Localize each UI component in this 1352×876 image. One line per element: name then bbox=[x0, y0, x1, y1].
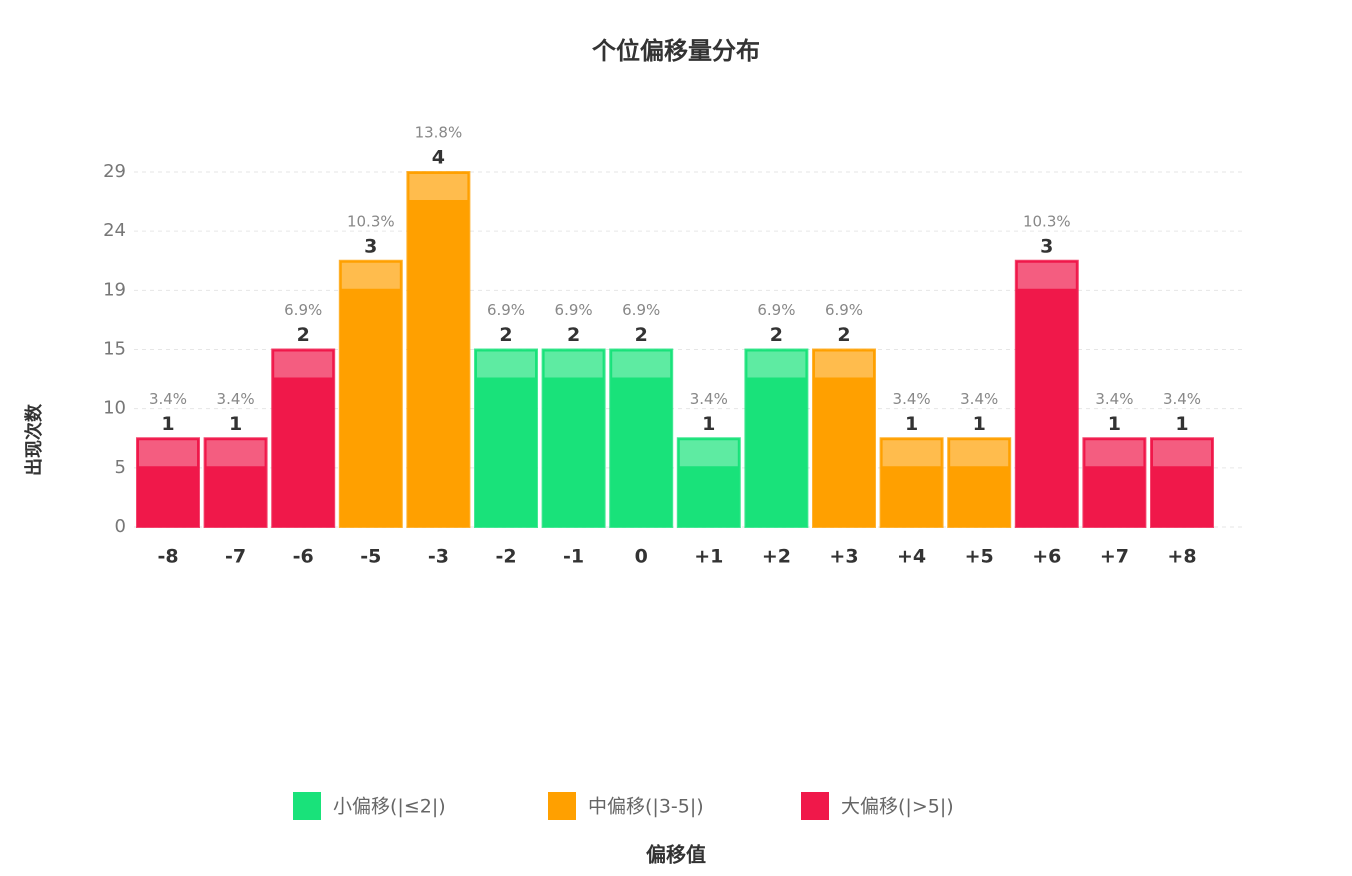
chart-title: 个位偏移量分布 bbox=[592, 37, 760, 65]
bar bbox=[609, 348, 674, 528]
bar bbox=[947, 437, 1012, 528]
y-tick-label: 29 bbox=[103, 161, 126, 182]
value-label: 1 bbox=[229, 413, 242, 435]
x-tick-label: +2 bbox=[762, 546, 791, 568]
value-label: 1 bbox=[161, 413, 174, 435]
share-label: 3.4% bbox=[149, 390, 187, 408]
y-tick-label: 15 bbox=[103, 339, 126, 360]
bar-highlight bbox=[544, 351, 603, 378]
legend-label: 中偏移(|3-5|) bbox=[588, 796, 704, 818]
bar-highlight bbox=[612, 351, 671, 378]
value-label: 1 bbox=[1175, 413, 1188, 435]
bar bbox=[406, 171, 471, 528]
x-tick-label: +5 bbox=[965, 546, 994, 568]
x-tick-label: +1 bbox=[694, 546, 723, 568]
x-tick-label: +3 bbox=[829, 546, 858, 568]
bar bbox=[812, 348, 876, 528]
value-label: 1 bbox=[1108, 413, 1121, 435]
x-tick-label: 0 bbox=[635, 546, 648, 568]
share-label: 3.4% bbox=[960, 390, 998, 408]
bar-highlight bbox=[341, 262, 400, 289]
value-label: 2 bbox=[567, 324, 580, 346]
bar-highlight bbox=[477, 351, 535, 378]
bar-highlight bbox=[747, 351, 806, 378]
share-label: 6.9% bbox=[555, 301, 593, 319]
legend-swatch bbox=[548, 792, 576, 820]
bar bbox=[136, 437, 200, 528]
share-label: 6.9% bbox=[757, 301, 795, 319]
x-axis-label: 偏移值 bbox=[646, 843, 706, 867]
value-label: 2 bbox=[635, 324, 648, 346]
bar bbox=[744, 348, 809, 528]
value-label: 2 bbox=[770, 324, 783, 346]
bar-highlight bbox=[1085, 440, 1144, 467]
x-tick-label: -2 bbox=[495, 546, 516, 568]
bar-highlight bbox=[882, 440, 941, 467]
share-label: 13.8% bbox=[415, 124, 463, 142]
bar bbox=[1014, 259, 1079, 528]
share-label: 3.4% bbox=[1095, 390, 1133, 408]
x-tick-label: +6 bbox=[1032, 546, 1061, 568]
bar bbox=[1150, 437, 1214, 528]
bar-highlight bbox=[1017, 262, 1076, 289]
share-label: 3.4% bbox=[690, 390, 728, 408]
x-tick-label: -6 bbox=[293, 546, 314, 568]
y-tick-label: 10 bbox=[103, 398, 126, 419]
x-tick-label: +8 bbox=[1167, 546, 1196, 568]
share-label: 3.4% bbox=[1163, 390, 1201, 408]
share-label: 6.9% bbox=[487, 301, 525, 319]
bar bbox=[338, 259, 403, 528]
x-tick-label: -8 bbox=[157, 546, 178, 568]
y-tick-label: 24 bbox=[103, 220, 126, 241]
x-tick-label: -5 bbox=[360, 546, 381, 568]
bar bbox=[541, 348, 606, 528]
y-tick-label: 19 bbox=[103, 279, 126, 300]
value-label: 2 bbox=[499, 324, 512, 346]
legend-label: 大偏移(|>5|) bbox=[841, 796, 954, 818]
share-label: 10.3% bbox=[1023, 212, 1071, 230]
value-label: 1 bbox=[702, 413, 715, 435]
value-label: 2 bbox=[837, 324, 850, 346]
bar-highlight bbox=[206, 440, 265, 467]
bar bbox=[879, 437, 944, 528]
value-label: 3 bbox=[364, 235, 377, 257]
bar bbox=[474, 348, 538, 528]
legend-swatch bbox=[293, 792, 321, 820]
bar-highlight bbox=[815, 351, 873, 378]
bar-highlight bbox=[679, 440, 738, 467]
y-tick-label: 0 bbox=[115, 516, 126, 537]
share-label: 3.4% bbox=[893, 390, 931, 408]
x-tick-label: +4 bbox=[897, 546, 926, 568]
y-tick-label: 5 bbox=[115, 457, 126, 478]
x-tick-label: +7 bbox=[1100, 546, 1129, 568]
legend-swatch bbox=[801, 792, 829, 820]
value-label: 3 bbox=[1040, 235, 1053, 257]
bar bbox=[1082, 437, 1147, 528]
bar bbox=[203, 437, 268, 528]
bar-highlight bbox=[950, 440, 1009, 467]
bar-highlight bbox=[409, 174, 468, 200]
bar bbox=[271, 348, 336, 528]
x-tick-label: -1 bbox=[563, 546, 584, 568]
value-label: 4 bbox=[432, 147, 445, 169]
share-label: 10.3% bbox=[347, 212, 395, 230]
y-axis-label: 出现次数 bbox=[23, 403, 45, 476]
share-label: 3.4% bbox=[217, 390, 255, 408]
share-label: 6.9% bbox=[284, 301, 322, 319]
bar bbox=[676, 437, 741, 528]
legend-label: 小偏移(|≤2|) bbox=[333, 796, 446, 818]
bar-highlight bbox=[139, 440, 197, 467]
bar-highlight bbox=[1153, 440, 1211, 467]
value-label: 1 bbox=[973, 413, 986, 435]
share-label: 6.9% bbox=[825, 301, 863, 319]
bar-highlight bbox=[274, 351, 333, 378]
value-label: 2 bbox=[297, 324, 310, 346]
x-tick-label: -3 bbox=[428, 546, 449, 568]
x-tick-label: -7 bbox=[225, 546, 246, 568]
value-label: 1 bbox=[905, 413, 918, 435]
share-label: 6.9% bbox=[622, 301, 660, 319]
